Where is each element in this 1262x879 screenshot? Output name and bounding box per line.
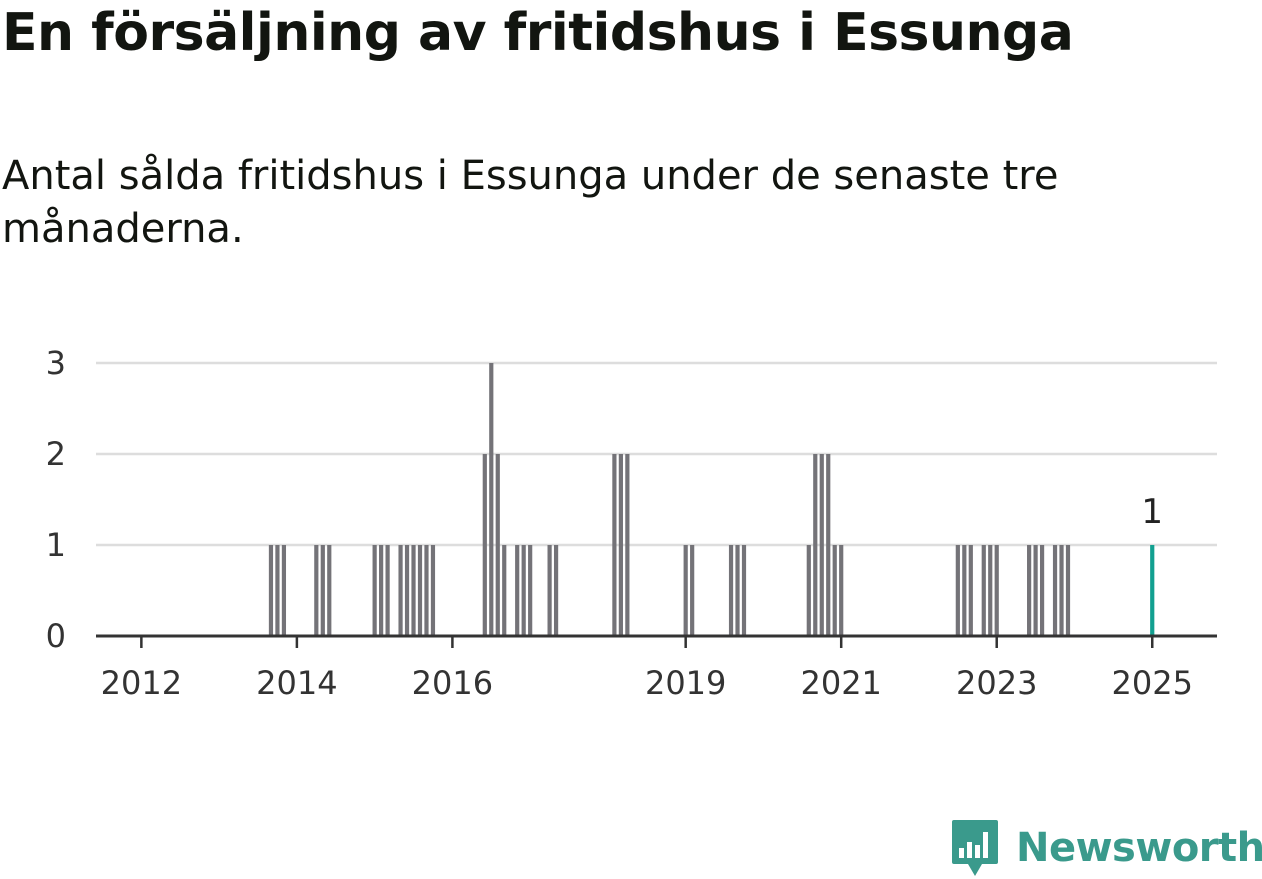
bar [489, 363, 494, 636]
bar [482, 454, 487, 636]
grid-lines [96, 361, 1217, 547]
bar [981, 545, 986, 636]
bar [728, 545, 734, 636]
bar [398, 545, 403, 636]
y-tick-label: 1 [46, 526, 66, 564]
bar [430, 545, 436, 636]
newsworthy-logo-icon [952, 820, 998, 876]
bar [806, 545, 811, 636]
bar [281, 545, 287, 636]
bar [1027, 545, 1032, 636]
bar [955, 545, 960, 636]
bar [839, 545, 844, 636]
logo-bar-4 [983, 832, 988, 858]
chart-title: En försäljning av fritidshus i Essunga [2, 3, 1074, 63]
x-tick-label: 2012 [101, 664, 182, 702]
bar [314, 545, 319, 636]
y-tick-label: 2 [46, 435, 66, 473]
chart-subtitle: Antal sålda fritidshus i Essunga under d… [2, 153, 1059, 252]
y-tick-label: 0 [46, 617, 66, 655]
labels: 0 1 2 3 1 2012 2014 2016 2019 2021 2023 2025 [46, 344, 1193, 702]
bar [1065, 545, 1071, 636]
bar [826, 454, 831, 636]
bar [385, 545, 390, 636]
bar [515, 545, 520, 636]
bar [962, 545, 967, 636]
bar [528, 545, 533, 636]
bar [741, 545, 747, 636]
bar [1059, 545, 1064, 636]
bar [553, 545, 559, 636]
x-tick-label: 2023 [956, 664, 1037, 702]
bar [372, 545, 377, 636]
bar [417, 545, 423, 636]
bar [690, 545, 695, 636]
bar [994, 545, 999, 636]
bar [275, 545, 280, 636]
bar [502, 545, 507, 636]
bar [1052, 545, 1058, 636]
x-tick-label: 2014 [256, 664, 337, 702]
bar [495, 454, 500, 636]
bar [813, 454, 818, 636]
bar [968, 545, 973, 636]
bar [521, 545, 526, 636]
bar [379, 545, 384, 636]
logo-bar-2 [967, 842, 972, 858]
bar [625, 454, 630, 636]
logo-bar-1 [959, 848, 964, 858]
bar [320, 545, 325, 636]
bar [618, 454, 623, 636]
bar [1033, 545, 1038, 636]
bar [819, 454, 824, 636]
bar [988, 545, 993, 636]
bar [268, 545, 274, 636]
x-tick-label: 2021 [800, 664, 881, 702]
y-tick-label: 3 [46, 344, 66, 382]
x-tick-label: 2019 [645, 664, 726, 702]
highlight-value-label: 1 [1141, 492, 1163, 532]
logo-bar-3 [975, 845, 980, 858]
x-tick-label: 2025 [1112, 664, 1193, 702]
bar [424, 545, 429, 636]
brand-name: Newsworthy [1016, 825, 1262, 871]
bar [404, 545, 410, 636]
bar [327, 545, 332, 636]
bar [832, 545, 837, 636]
bar [612, 454, 617, 636]
bar [411, 545, 416, 636]
x-tick-label: 2016 [412, 664, 493, 702]
axes [96, 634, 1217, 648]
bar [1039, 545, 1045, 636]
bar [735, 545, 740, 636]
bars [268, 363, 1155, 636]
newsworthy-logo: Newsworthy [950, 818, 1262, 878]
bar-highlight [1150, 545, 1155, 636]
bar [683, 545, 688, 636]
bar [547, 545, 552, 636]
